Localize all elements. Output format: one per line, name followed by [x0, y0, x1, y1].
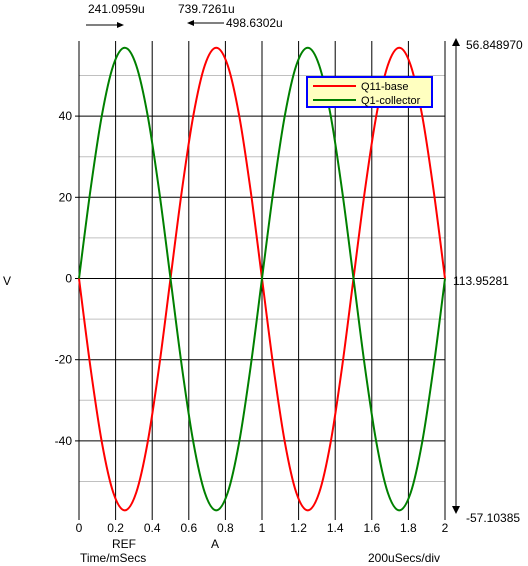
ref-time-arrow-head	[117, 22, 124, 28]
x-tick-label: 2	[442, 521, 449, 535]
y-tick-label: -40	[55, 434, 73, 448]
legend: Q11-base Q1-collector	[306, 76, 433, 108]
legend-label-q1-collector: Q1-collector	[361, 95, 421, 107]
series-line-q1-collector	[78, 46, 446, 512]
max-marker-arrow	[452, 38, 460, 46]
x-tick-label: 1.8	[400, 521, 417, 535]
x-tick-label: 0.8	[217, 521, 234, 535]
x-tick-label: 0.4	[144, 521, 161, 535]
axes: -40 -20 0 20 40 0 0.2 0.4 0.6 0.8 1 1.2 1.4 1.6 1.8 2	[55, 41, 449, 535]
x-axis-label: Time/mSecs	[80, 551, 146, 565]
x-tick-label: 0	[76, 521, 83, 535]
x-tick-label: 1	[259, 521, 266, 535]
a-time-readout: 739.7261u	[178, 2, 235, 16]
max-value-readout: 56.848970	[466, 38, 523, 52]
delta-time-readout: 498.6302u	[226, 16, 283, 30]
delta-time-arrow-head	[187, 20, 194, 26]
min-marker-arrow	[452, 506, 460, 514]
cursor-markers	[86, 20, 460, 514]
legend-box	[306, 76, 433, 108]
x-tick-label: 1.2	[290, 521, 307, 535]
a-cursor-label: A	[211, 537, 219, 551]
x-scale-label: 200uSecs/div	[368, 551, 440, 565]
y-tick-label: 40	[59, 109, 73, 123]
x-tick-label: 0.6	[180, 521, 197, 535]
x-tick-label: 1.6	[363, 521, 380, 535]
legend-label-q11-base: Q11-base	[361, 81, 409, 93]
ref-time-readout: 241.0959u	[88, 2, 145, 16]
ref-cursor-label: REF	[112, 537, 136, 551]
y-tick-label: 20	[59, 190, 73, 204]
x-tick-label: 0.2	[107, 521, 124, 535]
y-tick-label: -20	[55, 353, 73, 367]
y-axis-label: V	[3, 274, 11, 288]
x-tick-label: 1.4	[327, 521, 344, 535]
y-tick-label: 0	[65, 272, 72, 286]
min-value-readout: -57.10385	[466, 511, 520, 525]
mid-value-readout: 113.95281	[453, 274, 509, 288]
